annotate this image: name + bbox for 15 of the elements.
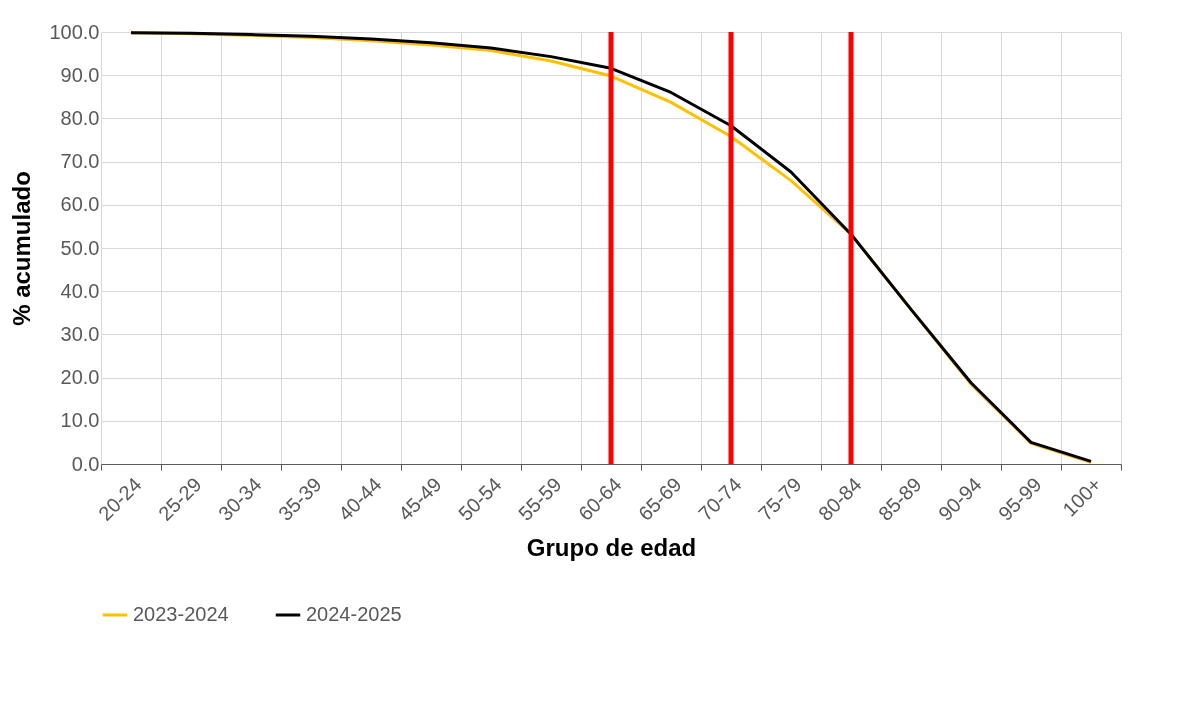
legend-label: 2023-2024 xyxy=(133,603,229,625)
y-tick-label: 100.0 xyxy=(49,20,100,43)
y-tick-label: 80.0 xyxy=(60,106,100,129)
y-tick-label: 30.0 xyxy=(60,322,100,345)
x-axis-title: Grupo de edad xyxy=(526,533,697,561)
y-tick-label: 60.0 xyxy=(60,193,100,216)
y-axis-title: % acumulado xyxy=(8,171,36,326)
y-tick-label: 50.0 xyxy=(60,236,100,259)
y-tick-label: 70.0 xyxy=(60,150,100,173)
y-tick-label: 40.0 xyxy=(60,279,100,302)
y-tick-label: 0.0 xyxy=(71,452,100,475)
legend-label: 2024-2025 xyxy=(306,603,402,625)
y-tick-label: 90.0 xyxy=(60,63,100,86)
y-tick-label: 20.0 xyxy=(60,366,100,389)
y-tick-label: 10.0 xyxy=(60,409,100,432)
